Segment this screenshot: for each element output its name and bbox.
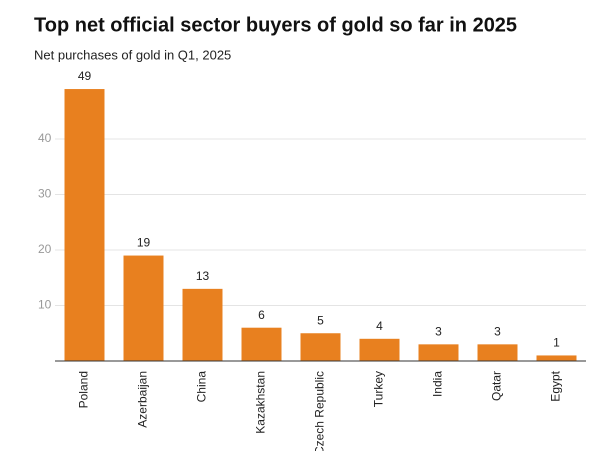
data-label: 3 xyxy=(435,325,442,339)
bar xyxy=(241,327,282,361)
y-tick-label: 20 xyxy=(38,242,52,256)
data-label: 49 xyxy=(78,69,92,83)
data-label: 3 xyxy=(494,325,501,339)
x-tick-label: India xyxy=(431,371,445,397)
bar xyxy=(123,255,164,361)
x-tick-label: Qatar xyxy=(490,371,504,401)
bar xyxy=(64,89,105,362)
data-label: 19 xyxy=(137,236,151,250)
data-label: 1 xyxy=(553,336,560,350)
data-label: 6 xyxy=(258,308,265,322)
x-tick-label: Azerbaijan xyxy=(136,371,150,428)
bar xyxy=(536,355,577,361)
data-label: 4 xyxy=(376,319,383,333)
data-label: 13 xyxy=(196,269,210,283)
x-tick-label: Kazakhstan xyxy=(254,371,268,434)
x-tick-label: China xyxy=(195,371,209,403)
chart-subtitle: Net purchases of gold in Q1, 2025 xyxy=(34,47,231,62)
chart-title: Top net official sector buyers of gold s… xyxy=(34,14,517,36)
x-tick-label: Turkey xyxy=(372,371,386,407)
bar xyxy=(477,344,518,361)
y-tick-label: 30 xyxy=(38,187,52,201)
bar xyxy=(300,333,341,361)
bar xyxy=(182,288,223,361)
x-tick-label: Egypt xyxy=(549,370,563,401)
y-tick-label: 40 xyxy=(38,131,52,145)
y-tick-label: 10 xyxy=(38,298,52,312)
x-tick-label: Czech Republic xyxy=(313,371,327,451)
data-label: 5 xyxy=(317,313,324,327)
x-tick-label: Poland xyxy=(77,371,91,408)
bar xyxy=(418,344,459,361)
bar xyxy=(359,338,400,361)
